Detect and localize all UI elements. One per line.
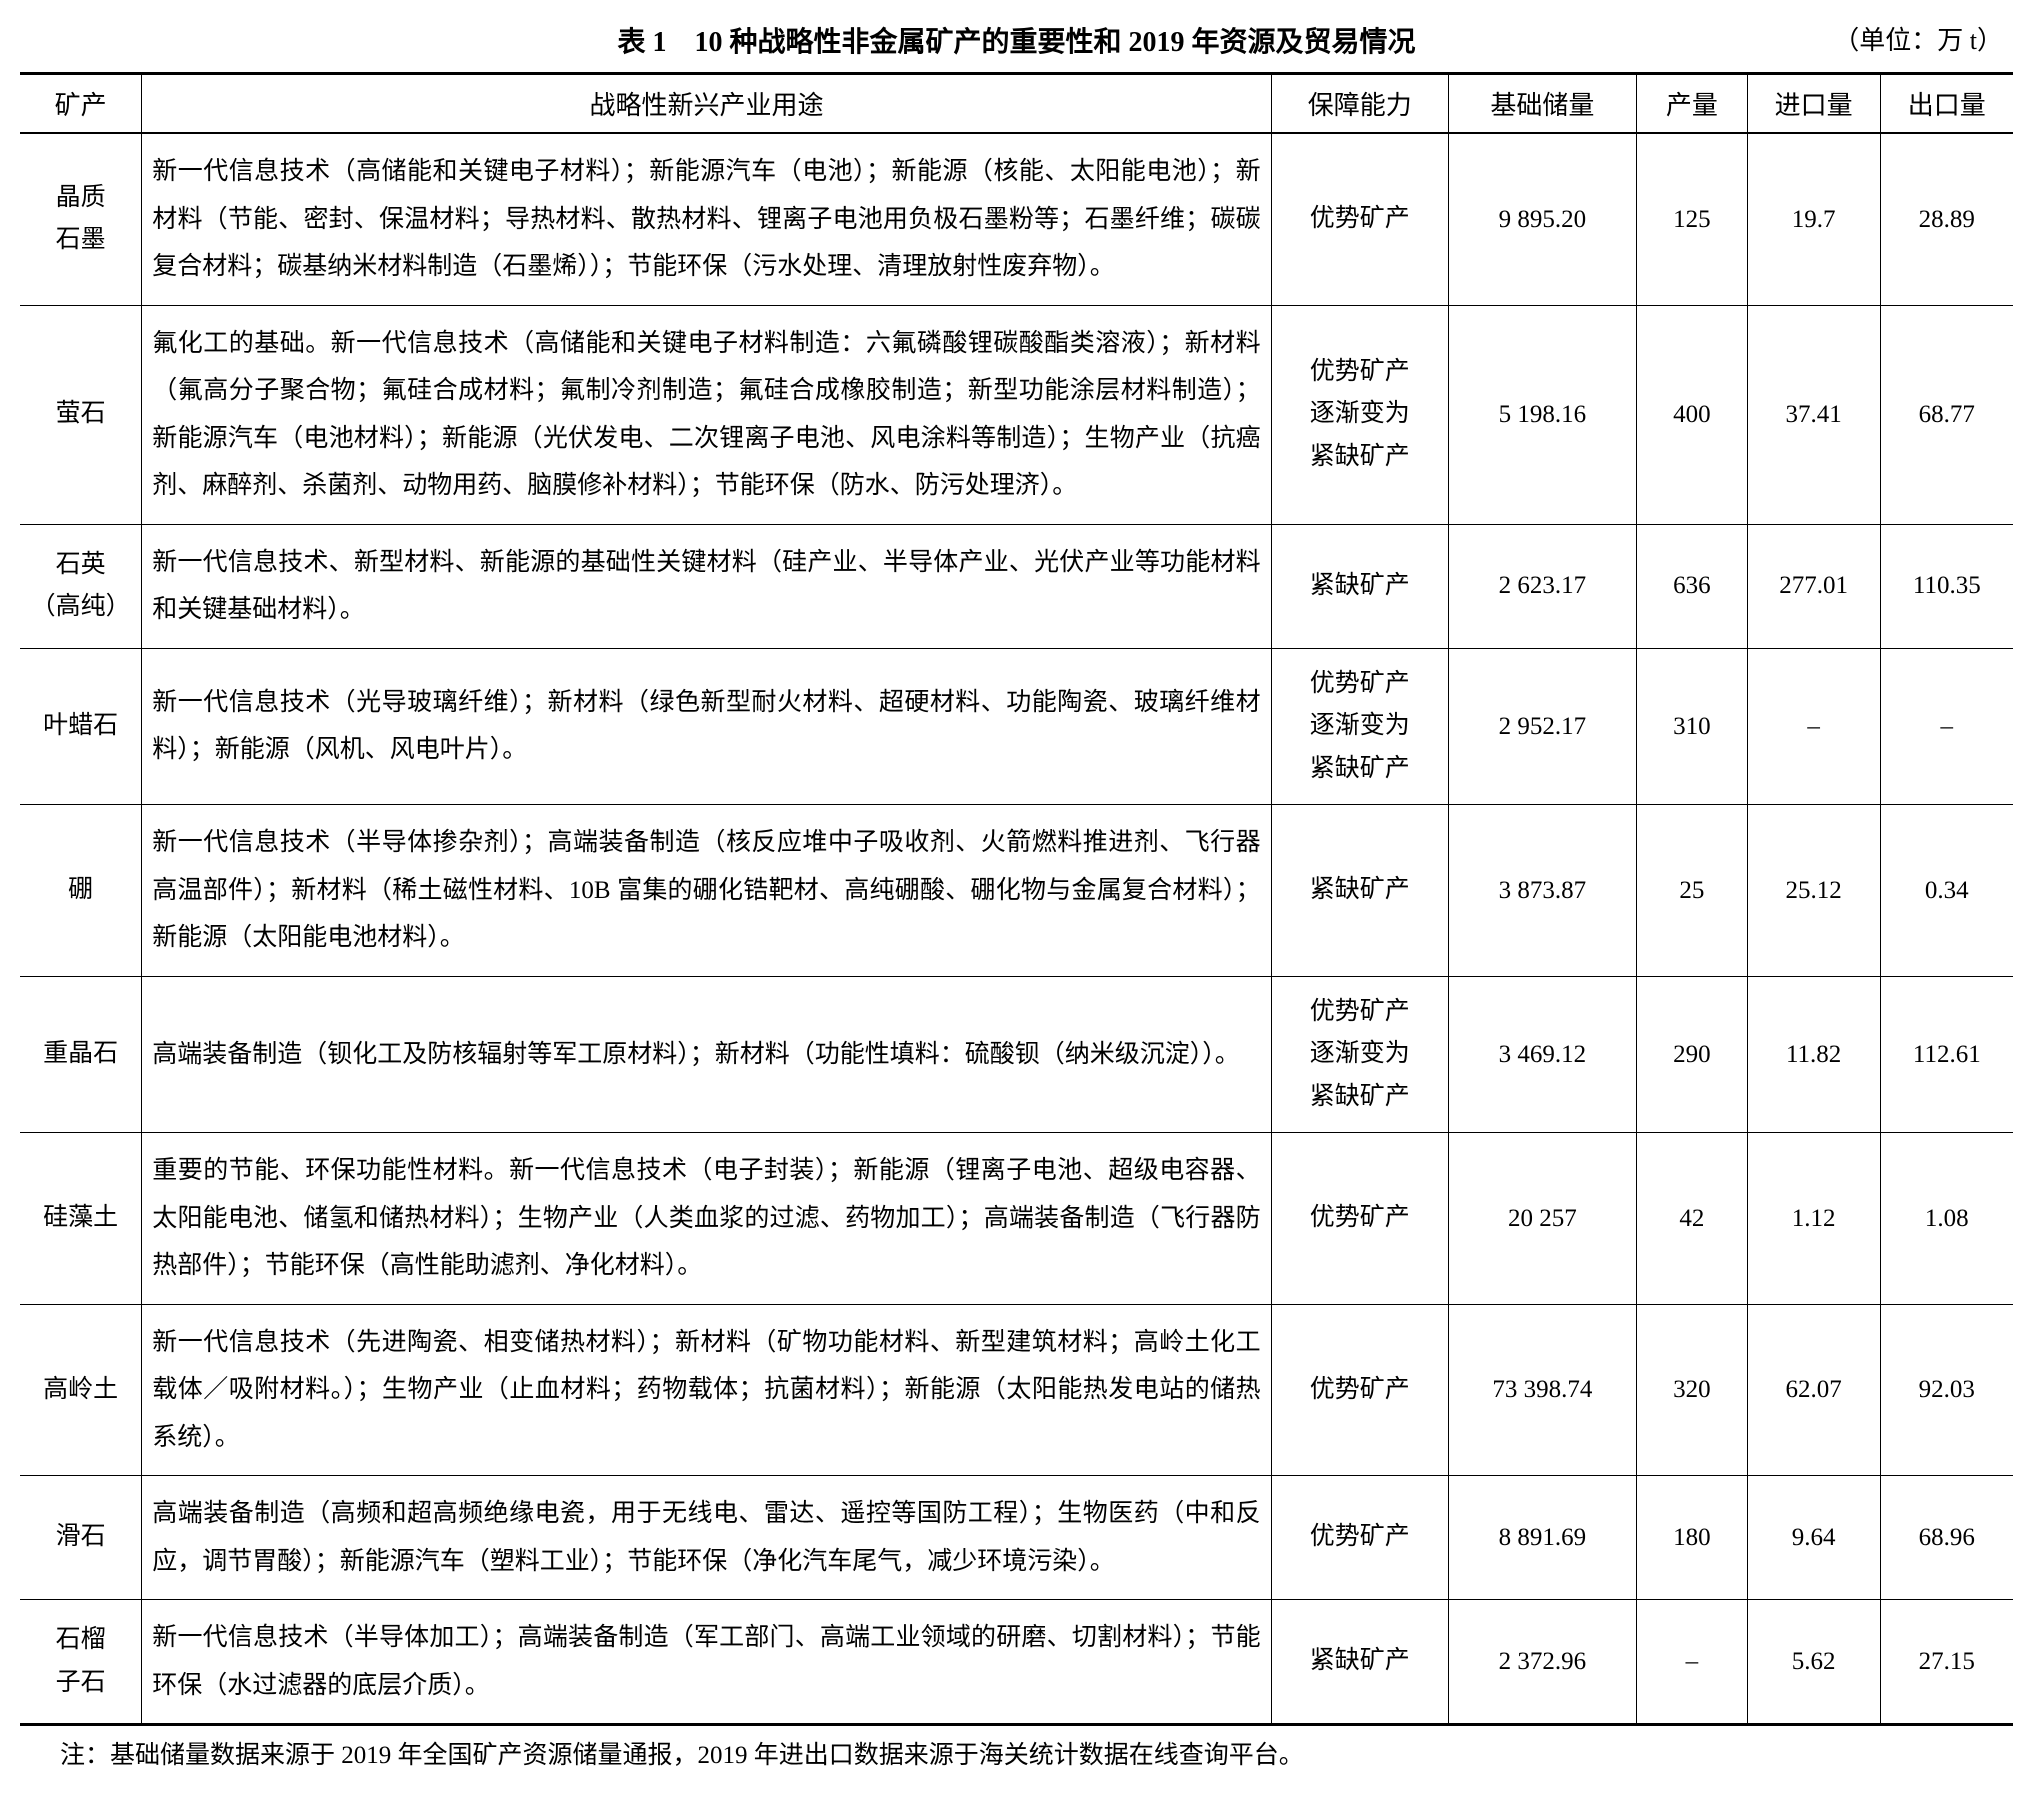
cell-usage: 重要的节能、环保功能性材料。新一代信息技术（电子封装）；新能源（锂离子电池、超级… <box>142 1133 1271 1305</box>
cell-export: 110.35 <box>1880 524 2013 648</box>
cell-reserve: 2 623.17 <box>1448 524 1636 648</box>
table-row: 硼新一代信息技术（半导体掺杂剂）；高端装备制造（核反应堆中子吸收剂、火箭燃料推进… <box>20 805 2013 977</box>
cell-capacity: 优势矿产逐渐变为紧缺矿产 <box>1271 648 1448 805</box>
cell-export: – <box>1880 648 2013 805</box>
cell-mineral: 硅藻土 <box>20 1133 142 1305</box>
header-import: 进口量 <box>1747 74 1880 134</box>
cell-usage: 新一代信息技术（半导体掺杂剂）；高端装备制造（核反应堆中子吸收剂、火箭燃料推进剂… <box>142 805 1271 977</box>
cell-reserve: 3 873.87 <box>1448 805 1636 977</box>
cell-import: 9.64 <box>1747 1476 1880 1600</box>
table-row: 石榴子石新一代信息技术（半导体加工）；高端装备制造（军工部门、高端工业领域的研磨… <box>20 1600 2013 1725</box>
cell-mineral: 高岭土 <box>20 1304 142 1476</box>
cell-reserve: 5 198.16 <box>1448 305 1636 524</box>
cell-export: 92.03 <box>1880 1304 2013 1476</box>
cell-export: 0.34 <box>1880 805 2013 977</box>
cell-production: 290 <box>1637 976 1748 1133</box>
cell-export: 68.96 <box>1880 1476 2013 1600</box>
cell-import: 25.12 <box>1747 805 1880 977</box>
cell-export: 28.89 <box>1880 133 2013 305</box>
table-row: 滑石高端装备制造（高频和超高频绝缘电瓷，用于无线电、雷达、遥控等国防工程）；生物… <box>20 1476 2013 1600</box>
title-row: 表 1 10 种战略性非金属矿产的重要性和 2019 年资源及贸易情况 （单位：… <box>20 20 2013 60</box>
cell-mineral: 重晶石 <box>20 976 142 1133</box>
cell-production: 42 <box>1637 1133 1748 1305</box>
cell-mineral: 叶蜡石 <box>20 648 142 805</box>
cell-production: 310 <box>1637 648 1748 805</box>
table-unit: （单位：万 t） <box>1833 20 2003 57</box>
table-header-row: 矿产 战略性新兴产业用途 保障能力 基础储量 产量 进口量 出口量 <box>20 74 2013 134</box>
header-production: 产量 <box>1637 74 1748 134</box>
cell-capacity: 紧缺矿产 <box>1271 524 1448 648</box>
cell-reserve: 3 469.12 <box>1448 976 1636 1133</box>
cell-production: 25 <box>1637 805 1748 977</box>
cell-capacity: 优势矿产 <box>1271 1476 1448 1600</box>
cell-export: 68.77 <box>1880 305 2013 524</box>
cell-capacity: 优势矿产逐渐变为紧缺矿产 <box>1271 305 1448 524</box>
table-row: 萤石氟化工的基础。新一代信息技术（高储能和关键电子材料制造：六氟磷酸锂碳酸酯类溶… <box>20 305 2013 524</box>
header-reserve: 基础储量 <box>1448 74 1636 134</box>
cell-reserve: 73 398.74 <box>1448 1304 1636 1476</box>
cell-production: 320 <box>1637 1304 1748 1476</box>
cell-reserve: 20 257 <box>1448 1133 1636 1305</box>
cell-production: 400 <box>1637 305 1748 524</box>
cell-mineral: 萤石 <box>20 305 142 524</box>
cell-capacity: 紧缺矿产 <box>1271 1600 1448 1725</box>
cell-capacity: 优势矿产逐渐变为紧缺矿产 <box>1271 976 1448 1133</box>
header-usage: 战略性新兴产业用途 <box>142 74 1271 134</box>
cell-reserve: 2 372.96 <box>1448 1600 1636 1725</box>
table-footnote: 注：基础储量数据来源于 2019 年全国矿产资源储量通报，2019 年进出口数据… <box>20 1736 2013 1776</box>
cell-usage: 新一代信息技术（半导体加工）；高端装备制造（军工部门、高端工业领域的研磨、切割材… <box>142 1600 1271 1725</box>
cell-reserve: 8 891.69 <box>1448 1476 1636 1600</box>
table-row: 高岭土新一代信息技术（先进陶瓷、相变储热材料）；新材料（矿物功能材料、新型建筑材… <box>20 1304 2013 1476</box>
cell-mineral: 硼 <box>20 805 142 977</box>
cell-capacity: 优势矿产 <box>1271 133 1448 305</box>
table-row: 叶蜡石新一代信息技术（光导玻璃纤维）；新材料（绿色新型耐火材料、超硬材料、功能陶… <box>20 648 2013 805</box>
header-export: 出口量 <box>1880 74 2013 134</box>
cell-export: 27.15 <box>1880 1600 2013 1725</box>
cell-import: 1.12 <box>1747 1133 1880 1305</box>
table-row: 石英（高纯）新一代信息技术、新型材料、新能源的基础性关键材料（硅产业、半导体产业… <box>20 524 2013 648</box>
mineral-table: 矿产 战略性新兴产业用途 保障能力 基础储量 产量 进口量 出口量 晶质石墨新一… <box>20 72 2013 1726</box>
cell-export: 112.61 <box>1880 976 2013 1133</box>
cell-mineral: 石榴子石 <box>20 1600 142 1725</box>
cell-usage: 高端装备制造（钡化工及防核辐射等军工原材料）；新材料（功能性填料：硫酸钡（纳米级… <box>142 976 1271 1133</box>
table-row: 晶质石墨新一代信息技术（高储能和关键电子材料）；新能源汽车（电池）；新能源（核能… <box>20 133 2013 305</box>
cell-capacity: 优势矿产 <box>1271 1133 1448 1305</box>
cell-production: 180 <box>1637 1476 1748 1600</box>
cell-usage: 氟化工的基础。新一代信息技术（高储能和关键电子材料制造：六氟磷酸锂碳酸酯类溶液）… <box>142 305 1271 524</box>
cell-reserve: 2 952.17 <box>1448 648 1636 805</box>
cell-mineral: 滑石 <box>20 1476 142 1600</box>
cell-production: – <box>1637 1600 1748 1725</box>
table-container: 表 1 10 种战略性非金属矿产的重要性和 2019 年资源及贸易情况 （单位：… <box>20 20 2013 1776</box>
cell-usage: 新一代信息技术（先进陶瓷、相变储热材料）；新材料（矿物功能材料、新型建筑材料；高… <box>142 1304 1271 1476</box>
cell-mineral: 晶质石墨 <box>20 133 142 305</box>
cell-import: 277.01 <box>1747 524 1880 648</box>
cell-usage: 新一代信息技术（高储能和关键电子材料）；新能源汽车（电池）；新能源（核能、太阳能… <box>142 133 1271 305</box>
cell-import: 37.41 <box>1747 305 1880 524</box>
header-capacity: 保障能力 <box>1271 74 1448 134</box>
table-row: 重晶石高端装备制造（钡化工及防核辐射等军工原材料）；新材料（功能性填料：硫酸钡（… <box>20 976 2013 1133</box>
cell-export: 1.08 <box>1880 1133 2013 1305</box>
cell-usage: 高端装备制造（高频和超高频绝缘电瓷，用于无线电、雷达、遥控等国防工程）；生物医药… <box>142 1476 1271 1600</box>
cell-usage: 新一代信息技术、新型材料、新能源的基础性关键材料（硅产业、半导体产业、光伏产业等… <box>142 524 1271 648</box>
cell-reserve: 9 895.20 <box>1448 133 1636 305</box>
cell-usage: 新一代信息技术（光导玻璃纤维）；新材料（绿色新型耐火材料、超硬材料、功能陶瓷、玻… <box>142 648 1271 805</box>
cell-import: 19.7 <box>1747 133 1880 305</box>
cell-import: – <box>1747 648 1880 805</box>
cell-mineral: 石英（高纯） <box>20 524 142 648</box>
cell-import: 11.82 <box>1747 976 1880 1133</box>
cell-capacity: 紧缺矿产 <box>1271 805 1448 977</box>
cell-production: 125 <box>1637 133 1748 305</box>
table-body: 晶质石墨新一代信息技术（高储能和关键电子材料）；新能源汽车（电池）；新能源（核能… <box>20 133 2013 1725</box>
table-title: 表 1 10 种战略性非金属矿产的重要性和 2019 年资源及贸易情况 <box>617 20 1415 60</box>
table-row: 硅藻土重要的节能、环保功能性材料。新一代信息技术（电子封装）；新能源（锂离子电池… <box>20 1133 2013 1305</box>
cell-import: 62.07 <box>1747 1304 1880 1476</box>
header-mineral: 矿产 <box>20 74 142 134</box>
cell-capacity: 优势矿产 <box>1271 1304 1448 1476</box>
cell-production: 636 <box>1637 524 1748 648</box>
cell-import: 5.62 <box>1747 1600 1880 1725</box>
